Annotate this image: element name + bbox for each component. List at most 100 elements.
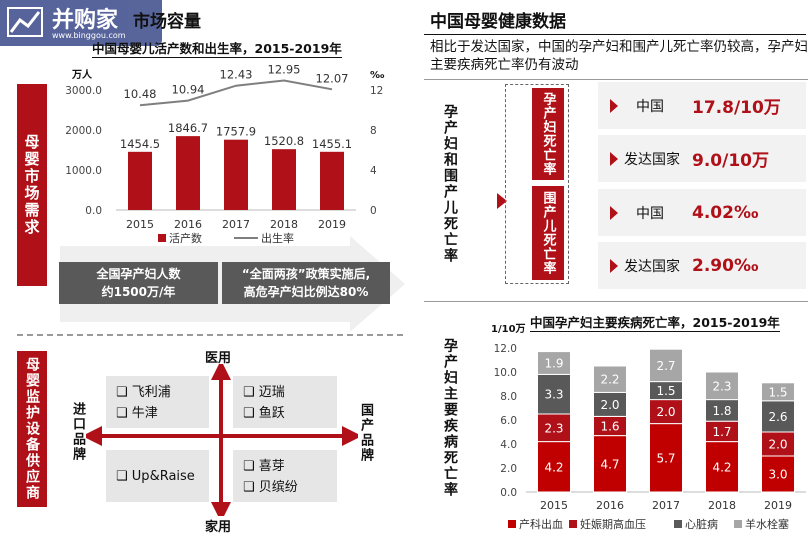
- y-tick-label: 4.0: [500, 439, 517, 451]
- stacked-bar-segment: [537, 373, 571, 415]
- stat-row: 中国 17.8/10万: [598, 82, 806, 129]
- left-divider: [17, 334, 403, 336]
- left-chart-title: 中国母婴儿活产数和出生率，2015-2019年: [92, 38, 342, 58]
- y-axis-unit: 1/10万: [491, 323, 526, 335]
- stat-label: 中国: [636, 205, 664, 222]
- legend-swatch: [734, 520, 742, 528]
- right-header-title: 中国母婴健康数据: [430, 12, 566, 32]
- stat-value: 9.0/10万: [692, 151, 769, 171]
- segment-data-label: 1.9: [544, 357, 563, 371]
- stacked-bar-segment: [649, 399, 683, 425]
- x-tick-label: 2019: [318, 218, 346, 231]
- stacked-bar-segment: [649, 348, 683, 383]
- x-tick-label: 2015: [540, 499, 568, 512]
- quadrant-top-left: ❑ 飞利浦 ❑ 牛津: [106, 376, 209, 428]
- segment-data-label: 3.0: [768, 468, 787, 482]
- x-tick-label: 2016: [174, 218, 202, 231]
- stacked-bar-segment: [761, 400, 795, 433]
- bar-data-label: 1757.9: [216, 125, 256, 139]
- stat-value: 4.02‰: [692, 202, 759, 223]
- bar-data-label: 1520.8: [264, 134, 304, 148]
- y-tick-label: 1000.0: [65, 165, 102, 177]
- births-chart: 万人 ‰ 0.0 1000.0 2000.0 3000.0 0 4 8 12 1454.5 2015 1…: [65, 64, 385, 245]
- perinatal-mortality-label: 围产儿死亡率: [532, 186, 564, 280]
- chevron-right-icon: [497, 193, 507, 209]
- stat-label: 发达国家: [624, 151, 680, 168]
- segment-data-label: 2.6: [768, 410, 787, 424]
- stat-row: 发达国家 9.0/10万: [598, 135, 806, 182]
- info-box-policy: “全面两孩”政策实施后, 高危孕产妇比例达80%: [222, 262, 390, 304]
- legend-label: 妊娠期高血压: [580, 517, 646, 531]
- line-data-label: 12.07: [316, 71, 349, 85]
- info-box-line1: “全面两孩”政策实施后,: [241, 267, 371, 281]
- watermark-site: www.binggou.com: [52, 31, 126, 40]
- legend-swatch-births: [158, 234, 166, 242]
- legend-label: 出生率: [261, 231, 294, 245]
- right-intro-text: 相比于发达国家，中国的孕产妇和围产儿死亡率仍较高，孕产妇主要疾病死亡率仍有波动: [430, 39, 808, 73]
- stat-label: 中国: [636, 98, 664, 115]
- axis-bottom-label: 家用: [205, 520, 232, 535]
- info-box-line2: 高危孕产妇比例达80%: [243, 285, 369, 299]
- y-tick-label: 0.0: [85, 205, 102, 217]
- legend-label: 产科出血: [519, 517, 563, 531]
- stacked-bar-segment: [705, 371, 739, 401]
- stacked-bar-segment: [537, 441, 571, 493]
- chevron-right-icon: [610, 258, 618, 273]
- y-right-tick-label: 8: [370, 125, 377, 137]
- info-box-line1: 全国孕产妇人数: [96, 267, 181, 281]
- legend-label: 活产数: [169, 231, 202, 245]
- quadrant-top-right: ❑ 迈瑞 ❑ 鱼跃: [233, 376, 337, 428]
- segment-data-label: 5.7: [656, 451, 675, 465]
- x-tick-label: 2015: [126, 218, 154, 231]
- x-tick-label: 2017: [652, 499, 680, 512]
- y-tick-label: 8.0: [500, 391, 517, 403]
- watermark-brand: 并购家: [52, 8, 119, 33]
- info-box-line2: 约1500万/年: [101, 285, 176, 299]
- line-data-label: 10.48: [124, 87, 157, 101]
- bar: [128, 151, 152, 210]
- y-tick-label: 10.0: [494, 367, 517, 379]
- maternal-mortality-label: 孕产妇死亡率: [532, 88, 564, 180]
- segment-data-label: 1.6: [600, 420, 619, 434]
- right-chart-title: 中国孕产妇主要疾病死亡率，2015-2019年: [530, 312, 780, 332]
- mortality-section-label: 孕产妇和围产儿死亡率: [442, 104, 458, 264]
- segment-data-label: 1.5: [768, 385, 787, 399]
- right-middle-divider: [424, 301, 808, 302]
- disease-chart: 1/10万 0.0 2.0 4.0 6.0 8.0 10.0 12.0 4.2 2.3 3.3 1.9…: [491, 323, 806, 531]
- x-tick-label: 2017: [222, 218, 250, 231]
- y-right-tick-label: 12: [370, 85, 383, 97]
- stacked-bar-segment: [593, 391, 627, 417]
- bar: [224, 139, 248, 210]
- y-tick-label: 12.0: [494, 343, 517, 355]
- segment-data-label: 1.8: [712, 404, 731, 418]
- stat-label: 发达国家: [624, 258, 680, 275]
- left-axis-unit: 万人: [71, 68, 93, 81]
- segment-data-label: 2.0: [600, 398, 619, 412]
- segment-data-label: 2.7: [656, 359, 675, 373]
- legend-swatch: [508, 520, 516, 528]
- y-right-tick-label: 4: [370, 165, 377, 177]
- x-tick-label: 2016: [596, 499, 624, 512]
- rate-dashed-box: [505, 84, 569, 284]
- legend-swatch: [674, 520, 682, 528]
- bar: [176, 136, 200, 210]
- segment-data-label: 2.3: [712, 379, 731, 393]
- right-top-divider: [424, 79, 808, 80]
- right-header-rule: [424, 34, 806, 35]
- brand-item: ❑ Up&Raise: [116, 468, 195, 484]
- legend-label: 心脏病: [685, 517, 718, 531]
- stat-row: 中国 4.02‰: [598, 189, 806, 236]
- y-tick-label: 6.0: [500, 415, 517, 427]
- brand-item: ❑ 贝缤纷: [243, 480, 298, 495]
- supplier-label: 母婴监护设备供应商: [17, 351, 47, 507]
- x-tick-label: 2019: [764, 499, 792, 512]
- bar-data-label: 1454.5: [120, 137, 160, 151]
- segment-data-label: 3.3: [544, 388, 563, 402]
- bar: [320, 151, 344, 210]
- quadrant-axes: [86, 364, 358, 516]
- line-data-label: 10.94: [172, 83, 205, 97]
- y-right-tick-label: 0: [370, 205, 377, 217]
- market-demand-label: 母婴市场需求: [17, 84, 47, 286]
- stat-value: 17.8/10万: [692, 98, 781, 118]
- segment-data-label: 2.0: [656, 405, 675, 419]
